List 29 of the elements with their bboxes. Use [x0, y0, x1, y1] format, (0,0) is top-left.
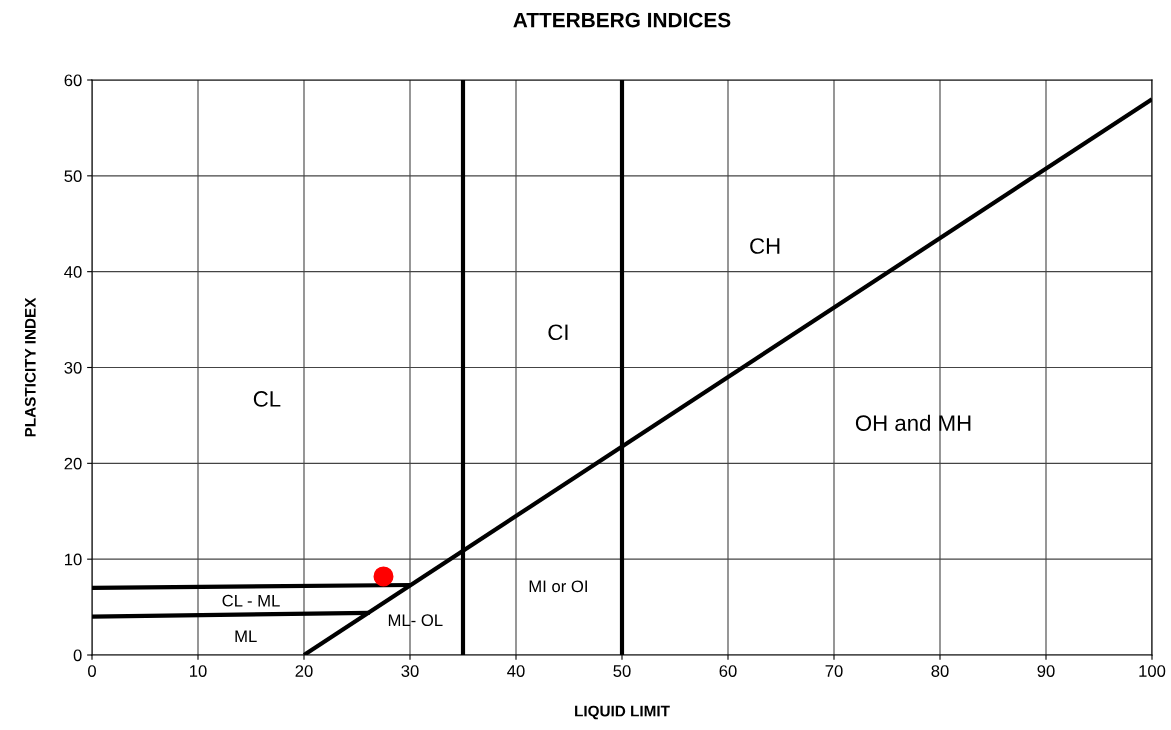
annotation: MI or OI: [529, 580, 587, 593]
x-tick-label: 10: [190, 665, 207, 677]
annotation: CH: [750, 238, 780, 254]
x-tick-label: 20: [295, 665, 313, 677]
y-tick-label: 30: [64, 361, 82, 374]
x-tick-label: 70: [825, 665, 843, 677]
x-tick-label: 50: [613, 665, 631, 677]
x-tick-label: 40: [507, 665, 525, 677]
y-tick-label: 60: [64, 74, 82, 87]
annotation: CL - ML: [222, 594, 280, 607]
chart-title: ATTERBERG INDICES: [513, 12, 731, 28]
y-tick-label: 40: [64, 266, 82, 278]
annotation: ML: [235, 630, 257, 643]
x-tick-label: 0: [88, 665, 96, 677]
x-tick-label: 30: [401, 665, 419, 677]
x-tick-label: 100: [1139, 665, 1166, 677]
y-axis-title: PLASTICITY INDEX: [24, 297, 36, 437]
annotation: CL: [253, 391, 281, 407]
y-tick-label: 10: [65, 553, 82, 566]
y-tick-label: 50: [64, 170, 82, 183]
annotation: CI: [548, 324, 568, 341]
y-tick-label: 0: [73, 649, 82, 662]
x-tick-label: 90: [1037, 665, 1055, 677]
annotation: OH and MH: [855, 414, 971, 431]
y-tick-label: 20: [64, 457, 82, 470]
x-axis-title: LIQUID LIMIT: [575, 705, 670, 720]
x-tick-label: 80: [931, 665, 949, 677]
x-tick-label: 60: [719, 665, 737, 677]
annotation: ML- OL: [388, 614, 443, 627]
